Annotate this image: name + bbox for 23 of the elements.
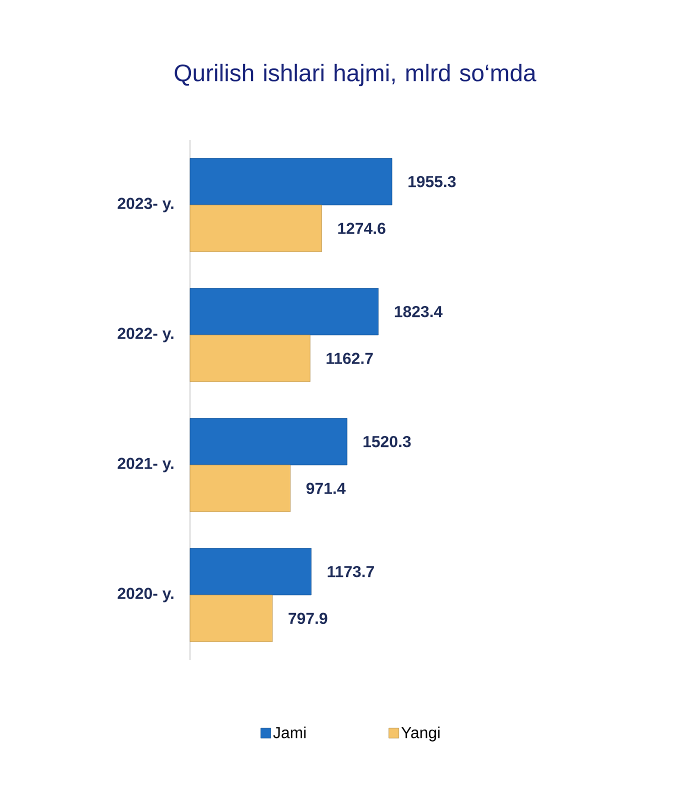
y-tick-label: 2020- y. (118, 588, 174, 602)
bar (190, 594, 273, 642)
y-tick-label: 2022- y. (118, 328, 174, 342)
bar (190, 158, 392, 206)
data-label: 1274.6 (338, 222, 386, 234)
legend-label: Yangi (401, 726, 440, 742)
y-tick-label: 2021- y. (118, 458, 174, 472)
data-label: 1162.7 (326, 352, 373, 364)
bar (190, 464, 291, 512)
data-label: 1955.3 (408, 176, 456, 188)
bar (190, 548, 312, 596)
data-label: 1823.4 (394, 306, 443, 318)
chart-title: Qurilish ishlari hajmi, mlrd so‘mda (174, 64, 536, 86)
y-tick-label: 2023- y. (118, 198, 174, 212)
bar (190, 334, 310, 382)
data-label: 797.9 (288, 612, 328, 624)
data-label: 971.4 (306, 482, 346, 494)
data-label: 1173.7 (328, 566, 374, 578)
bar (190, 204, 322, 252)
bar (190, 288, 379, 336)
data-label: 1520.3 (364, 436, 411, 448)
legend-label: Jami (273, 726, 306, 738)
bar (190, 418, 348, 466)
